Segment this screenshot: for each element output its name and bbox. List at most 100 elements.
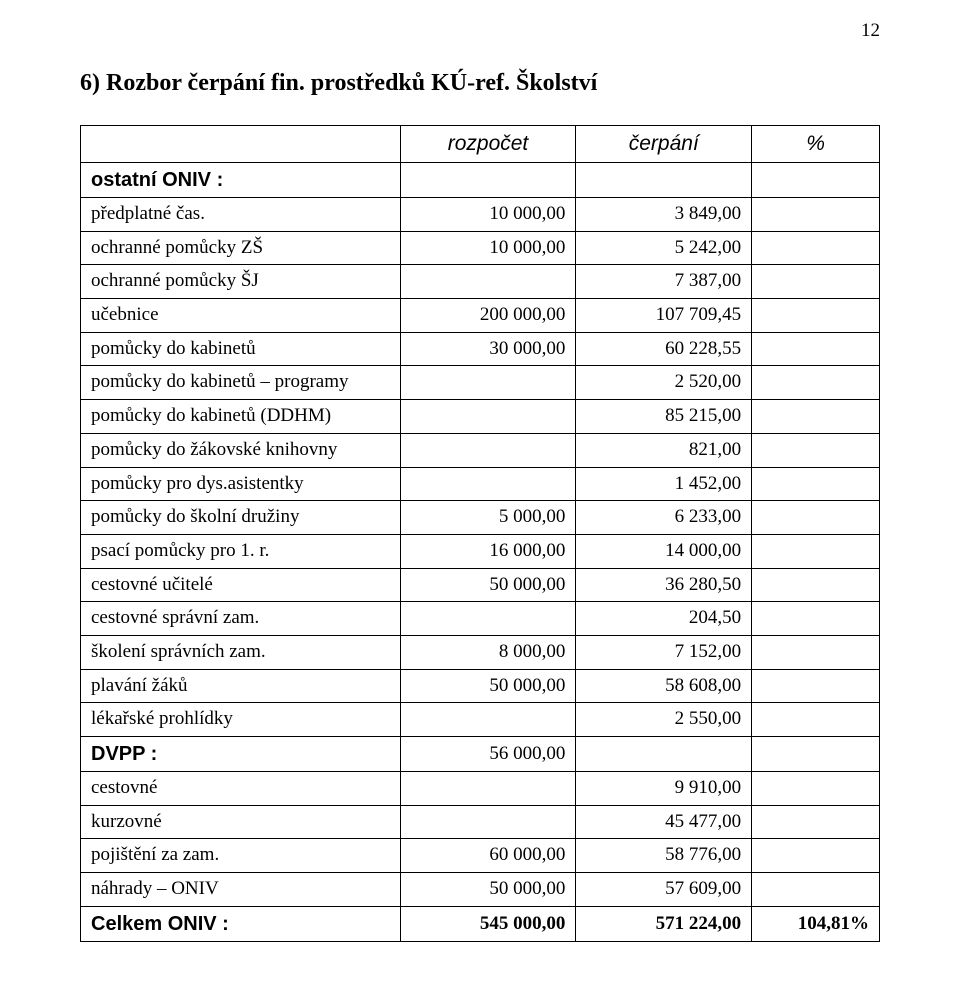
row-percent (752, 839, 880, 873)
row-rozpocet (400, 366, 576, 400)
table-row: školení správních zam.8 000,007 152,00 (81, 635, 880, 669)
row-label: lékařské prohlídky (81, 703, 401, 737)
row-label: ochranné pomůcky ŠJ (81, 265, 401, 299)
row-label: pomůcky do kabinetů (81, 332, 401, 366)
row-cerpani: 5 242,00 (576, 231, 752, 265)
row-rozpocet (400, 400, 576, 434)
table-total-row: Celkem ONIV :545 000,00571 224,00104,81% (81, 906, 880, 941)
row-label: kurzovné (81, 805, 401, 839)
table-row: cestovné správní zam.204,50 (81, 602, 880, 636)
row-label: ostatní ONIV : (81, 163, 401, 198)
row-percent (752, 737, 880, 772)
row-percent (752, 703, 880, 737)
table-body: rozpočetčerpání%ostatní ONIV :předplatné… (81, 126, 880, 942)
header-rozpocet: rozpočet (400, 126, 576, 163)
table-row: cestovné 9 910,00 (81, 772, 880, 806)
row-rozpocet: 30 000,00 (400, 332, 576, 366)
total-percent: 104,81% (752, 906, 880, 941)
row-label: plavání žáků (81, 669, 401, 703)
row-label: cestovné učitelé (81, 568, 401, 602)
row-rozpocet (400, 163, 576, 198)
table-row: ochranné pomůcky ZŠ10 000,005 242,00 (81, 231, 880, 265)
table-row: pomůcky do kabinetů – programy 2 520,00 (81, 366, 880, 400)
row-label: náhrady – ONIV (81, 873, 401, 907)
table-row: psací pomůcky pro 1. r.16 000,0014 000,0… (81, 534, 880, 568)
row-rozpocet (400, 265, 576, 299)
row-cerpani: 6 233,00 (576, 501, 752, 535)
row-percent (752, 332, 880, 366)
row-rozpocet (400, 772, 576, 806)
row-cerpani: 2 520,00 (576, 366, 752, 400)
row-cerpani: 85 215,00 (576, 400, 752, 434)
row-percent (752, 873, 880, 907)
total-label: Celkem ONIV : (81, 906, 401, 941)
row-percent (752, 501, 880, 535)
row-label: školení správních zam. (81, 635, 401, 669)
row-label: učebnice (81, 299, 401, 333)
row-label: pojištění za zam. (81, 839, 401, 873)
budget-table: rozpočetčerpání%ostatní ONIV :předplatné… (80, 125, 880, 942)
row-percent (752, 400, 880, 434)
row-cerpani: 9 910,00 (576, 772, 752, 806)
row-rozpocet: 50 000,00 (400, 873, 576, 907)
total-cerpani: 571 224,00 (576, 906, 752, 941)
row-percent (752, 772, 880, 806)
row-cerpani: 107 709,45 (576, 299, 752, 333)
row-label: psací pomůcky pro 1. r. (81, 534, 401, 568)
section-heading: 6) Rozbor čerpání fin. prostředků KÚ-ref… (80, 70, 880, 97)
table-row: předplatné čas.10 000,003 849,00 (81, 198, 880, 232)
row-cerpani: 58 608,00 (576, 669, 752, 703)
row-cerpani: 1 452,00 (576, 467, 752, 501)
row-percent (752, 265, 880, 299)
row-rozpocet: 50 000,00 (400, 568, 576, 602)
row-percent (752, 568, 880, 602)
row-rozpocet: 16 000,00 (400, 534, 576, 568)
row-percent (752, 805, 880, 839)
header-percent: % (752, 126, 880, 163)
row-label: cestovné správní zam. (81, 602, 401, 636)
row-percent (752, 669, 880, 703)
row-percent (752, 534, 880, 568)
row-label: pomůcky do žákovské knihovny (81, 433, 401, 467)
row-cerpani: 58 776,00 (576, 839, 752, 873)
row-percent (752, 163, 880, 198)
row-cerpani: 14 000,00 (576, 534, 752, 568)
row-rozpocet: 50 000,00 (400, 669, 576, 703)
row-rozpocet (400, 703, 576, 737)
row-cerpani: 60 228,55 (576, 332, 752, 366)
row-cerpani: 7 387,00 (576, 265, 752, 299)
table-row: ostatní ONIV : (81, 163, 880, 198)
row-percent (752, 366, 880, 400)
table-row: ochranné pomůcky ŠJ 7 387,00 (81, 265, 880, 299)
row-cerpani (576, 737, 752, 772)
table-row: pomůcky do kabinetů30 000,0060 228,55 (81, 332, 880, 366)
table-row: náhrady – ONIV50 000,0057 609,00 (81, 873, 880, 907)
row-rozpocet (400, 805, 576, 839)
table-row: DVPP :56 000,00 (81, 737, 880, 772)
table-row: cestovné učitelé50 000,0036 280,50 (81, 568, 880, 602)
row-percent (752, 433, 880, 467)
row-rozpocet (400, 467, 576, 501)
row-label: předplatné čas. (81, 198, 401, 232)
table-row: pomůcky do žákovské knihovny 821,00 (81, 433, 880, 467)
header-blank (81, 126, 401, 163)
row-percent (752, 635, 880, 669)
table-row: pomůcky do školní družiny5 000,006 233,0… (81, 501, 880, 535)
row-cerpani: 57 609,00 (576, 873, 752, 907)
table-row: kurzovné 45 477,00 (81, 805, 880, 839)
row-label: pomůcky do kabinetů – programy (81, 366, 401, 400)
total-rozpocet: 545 000,00 (400, 906, 576, 941)
row-label: cestovné (81, 772, 401, 806)
row-label: DVPP : (81, 737, 401, 772)
table-row: pojištění za zam.60 000,0058 776,00 (81, 839, 880, 873)
row-percent (752, 198, 880, 232)
row-cerpani: 2 550,00 (576, 703, 752, 737)
row-cerpani: 7 152,00 (576, 635, 752, 669)
row-rozpocet: 60 000,00 (400, 839, 576, 873)
row-cerpani: 36 280,50 (576, 568, 752, 602)
table-header-row: rozpočetčerpání% (81, 126, 880, 163)
row-cerpani: 821,00 (576, 433, 752, 467)
row-rozpocet: 5 000,00 (400, 501, 576, 535)
row-label: ochranné pomůcky ZŠ (81, 231, 401, 265)
row-cerpani: 45 477,00 (576, 805, 752, 839)
